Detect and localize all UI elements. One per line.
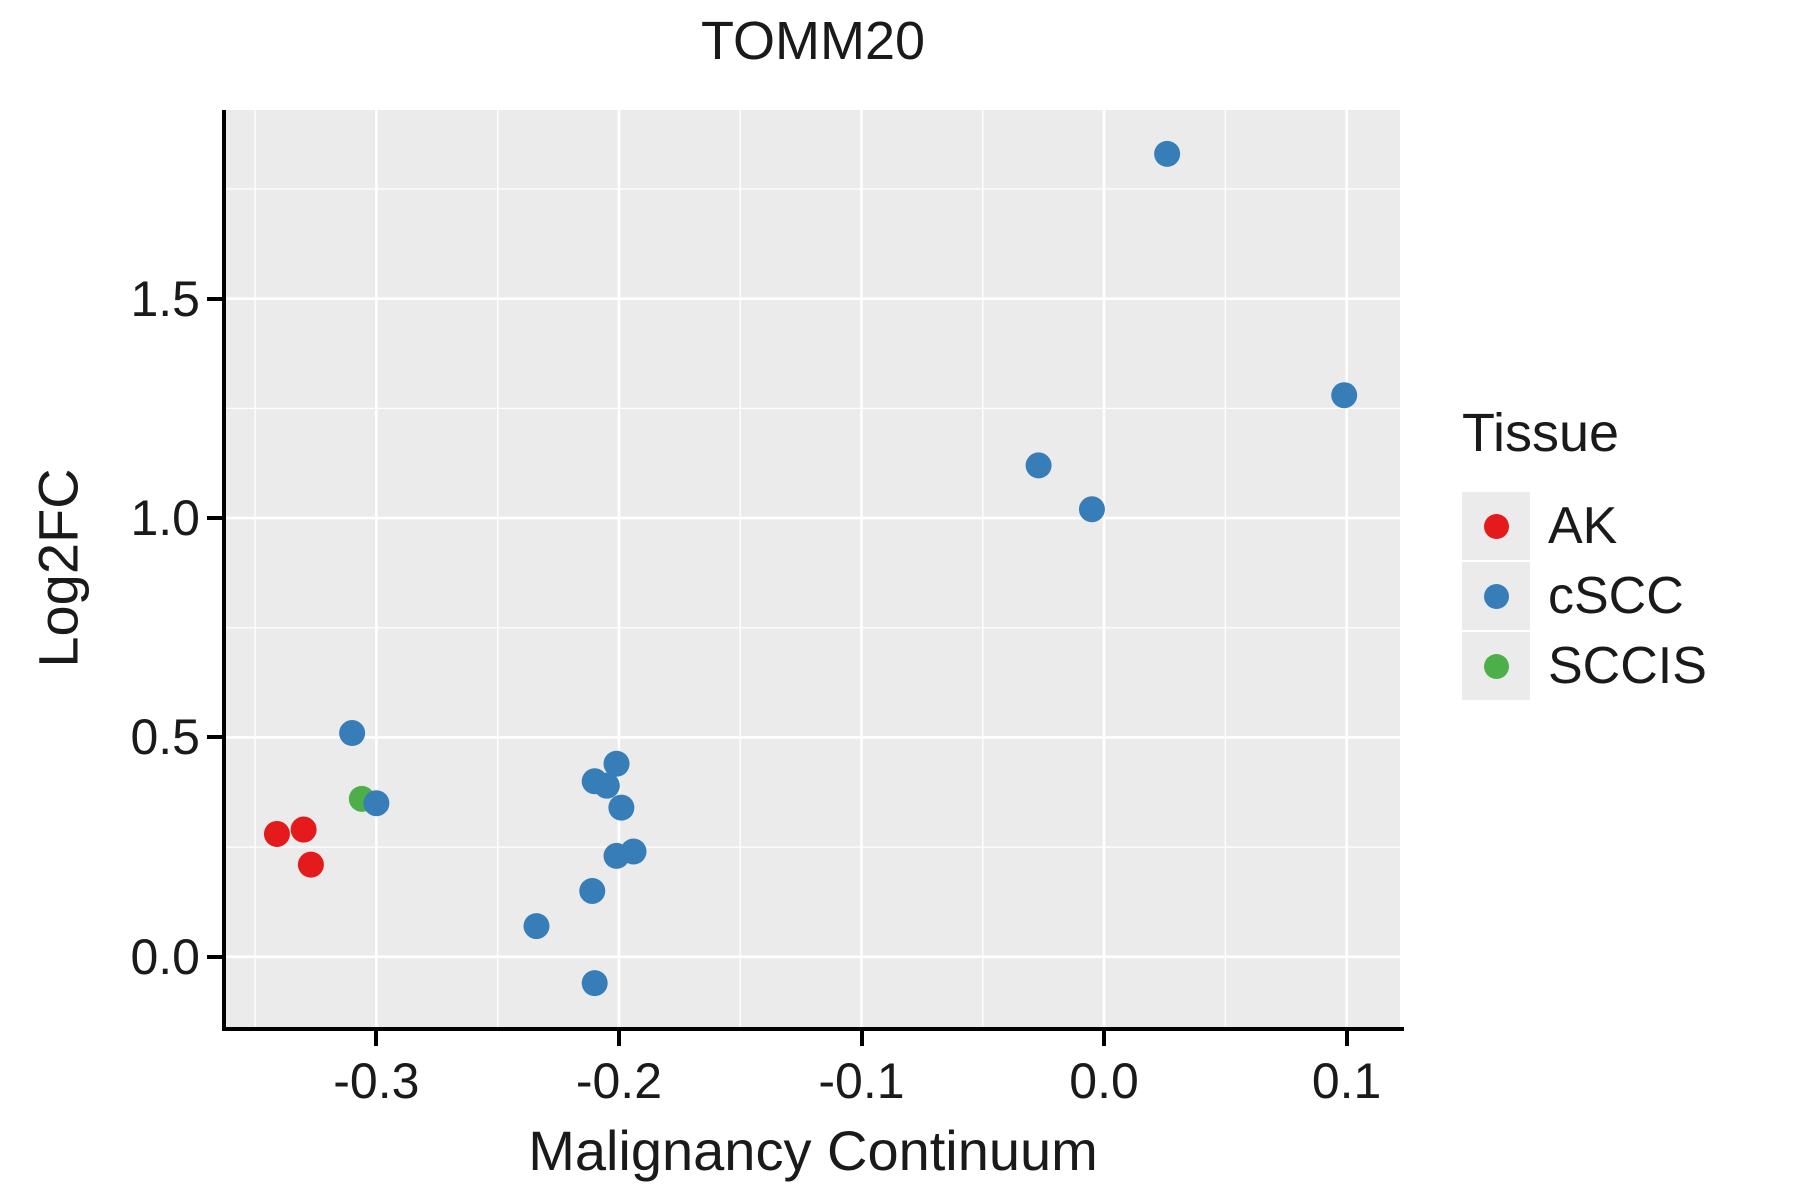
data-point-cscc: [523, 913, 550, 940]
data-point-cscc: [581, 970, 608, 997]
cscc-dot-icon: [1483, 583, 1509, 609]
x-tick-mark: [1102, 1031, 1107, 1046]
data-point-cscc: [1154, 140, 1181, 167]
y-tick-mark: [207, 954, 222, 959]
x-tick-label: 0.0: [1069, 1053, 1139, 1109]
y-axis-line: [222, 110, 226, 1031]
legend-label-cscc: cSCC: [1548, 567, 1684, 625]
legend-item-cscc: cSCC: [1462, 562, 1792, 630]
data-point-cscc: [608, 794, 635, 821]
legend-key: [1462, 562, 1530, 630]
data-point-cscc: [593, 772, 620, 799]
y-tick-mark: [207, 735, 222, 740]
legend-key: [1462, 492, 1530, 560]
x-tick-label: 0.1: [1311, 1053, 1382, 1109]
plot-canvas: [226, 110, 1400, 1027]
y-tick-label: 0.0: [130, 928, 200, 985]
x-axis-label: Malignancy Continuum: [528, 1119, 1098, 1182]
x-tick-label: -0.2: [575, 1053, 663, 1109]
legend-label-ak: AK: [1548, 497, 1618, 555]
x-tick-mark: [1344, 1031, 1349, 1046]
data-point-cscc: [603, 750, 630, 777]
data-point-cscc: [1331, 382, 1358, 409]
ak-dot-icon: [1483, 513, 1509, 539]
legend: Tissue AK cSCC SCCIS: [1462, 402, 1792, 702]
x-tick-mark: [859, 1031, 864, 1046]
legend-label-sccis: SCCIS: [1548, 637, 1707, 695]
y-tick-mark: [207, 516, 222, 521]
x-tick-mark: [616, 1031, 621, 1046]
legend-item-ak: AK: [1462, 492, 1792, 560]
data-point-ak: [263, 820, 290, 847]
x-axis-line: [222, 1027, 1404, 1031]
data-point-cscc: [339, 720, 366, 747]
data-point-cscc: [1025, 452, 1052, 479]
data-point-cscc: [363, 790, 390, 817]
data-point-cscc: [620, 838, 647, 865]
x-tick-mark: [374, 1031, 379, 1046]
legend-key: [1462, 632, 1530, 700]
chart-title: TOMM20: [700, 11, 926, 71]
y-tick-label: 1.0: [130, 490, 200, 547]
legend-item-sccis: SCCIS: [1462, 632, 1792, 700]
legend-title: Tissue: [1462, 403, 1620, 463]
data-point-ak: [297, 851, 324, 878]
plot-panel: [226, 110, 1400, 1027]
x-tick-label: -0.1: [818, 1053, 905, 1109]
x-tick-label: -0.3: [333, 1053, 420, 1109]
data-point-ak: [290, 816, 317, 843]
data-point-cscc: [1078, 496, 1105, 523]
y-tick-label: 0.5: [130, 709, 200, 766]
data-point-cscc: [579, 877, 606, 904]
y-tick-label: 1.5: [130, 270, 200, 327]
sccis-dot-icon: [1483, 653, 1509, 679]
y-tick-mark: [207, 296, 222, 301]
